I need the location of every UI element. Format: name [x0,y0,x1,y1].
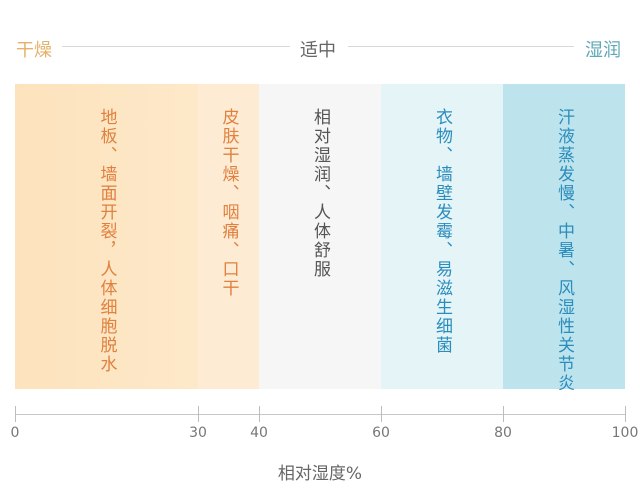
zone-band [259,84,381,389]
header-line-left [62,46,290,47]
axis-tick [381,406,382,422]
dry-label: 干燥 [16,40,52,61]
zone-description: 汗液蒸发慢、中暑、风湿性关节炎 [554,108,574,393]
axis-tick [625,406,626,422]
tick-label: 80 [494,425,512,441]
zone-band [198,84,259,389]
humid-label: 湿润 [585,40,621,61]
header-line-right [348,46,574,47]
zone-description: 地板、墙面开裂，人体细胞脱水 [96,108,117,374]
zone-band [15,84,198,389]
axis-tick [15,406,16,422]
tick-label: 40 [250,425,268,441]
zone-band [503,84,625,389]
axis-tick [198,406,199,422]
humidity-axis [15,414,625,415]
axis-tick [503,406,504,422]
tick-label: 100 [611,425,639,441]
zone-band [381,84,503,389]
axis-tick [259,406,260,422]
tick-label: 60 [372,425,390,441]
moderate-label: 适中 [300,40,336,61]
tick-label: 30 [189,425,207,441]
zone-description: 衣物、墙壁发霉、易滋生细菌 [432,108,452,355]
zone-description: 皮肤干燥、咽痛、口干 [218,108,239,298]
tick-label: 0 [10,425,20,441]
axis-label: 相对湿度% [277,464,363,484]
zone-description: 相对湿润、人体舒服 [310,108,330,279]
